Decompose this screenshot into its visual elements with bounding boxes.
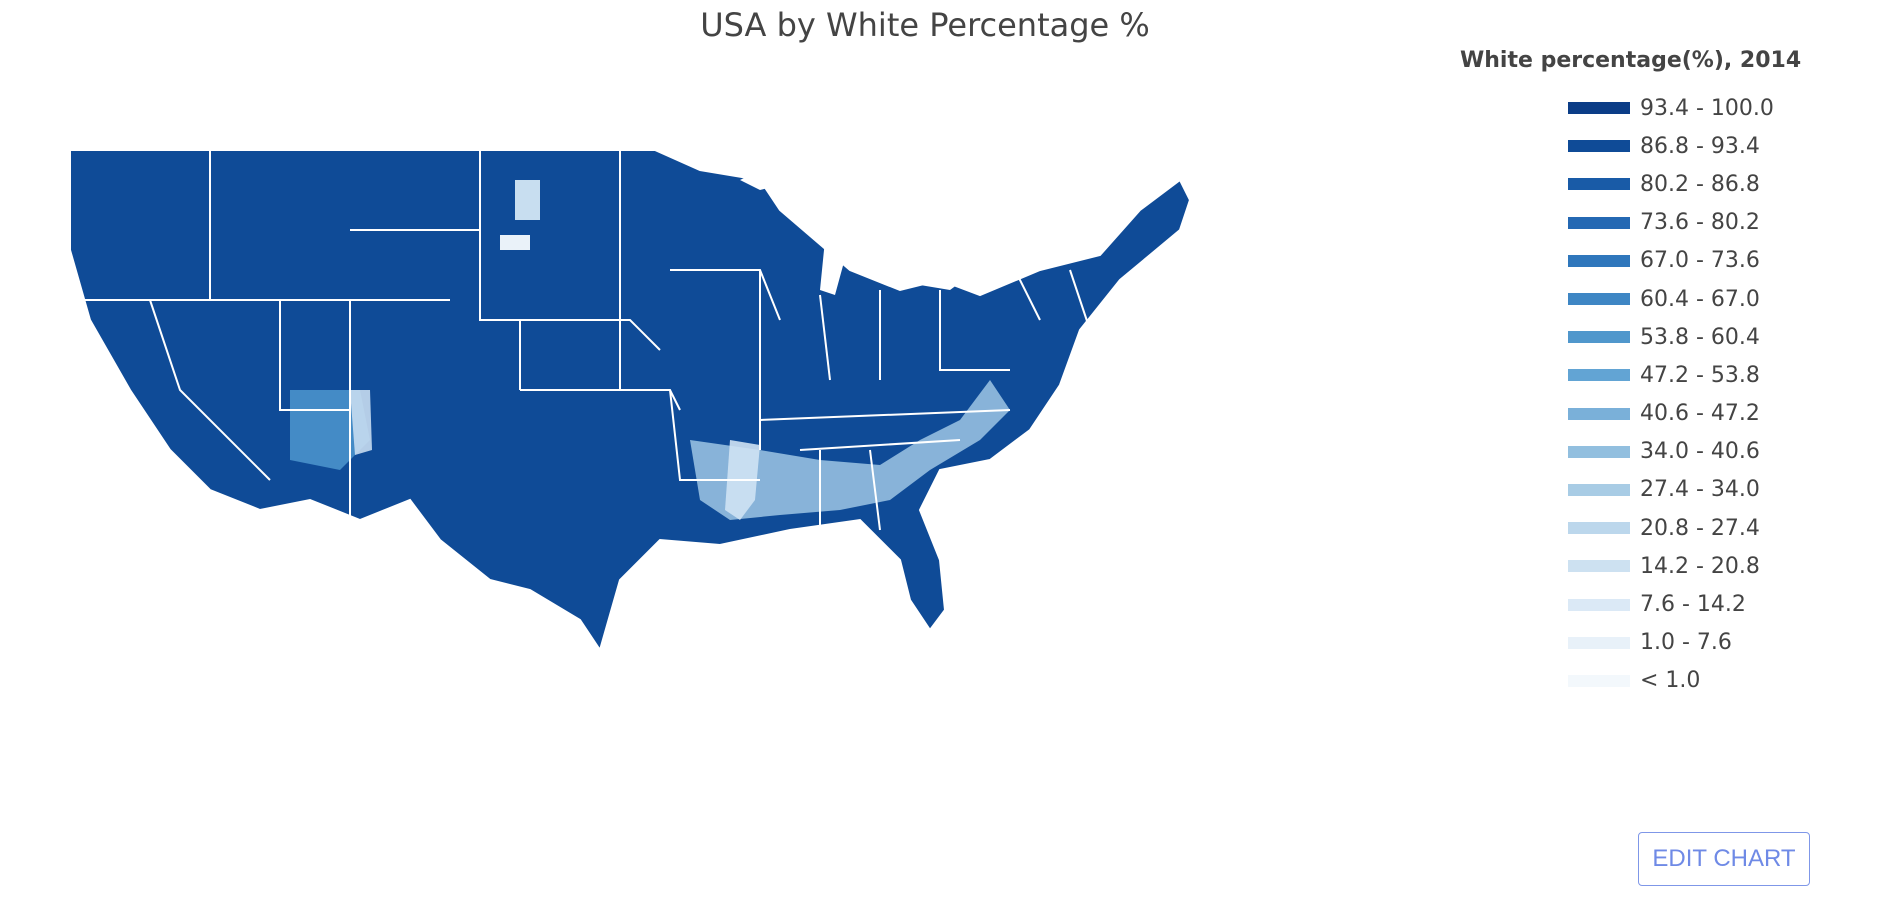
legend-swatch: [1568, 560, 1630, 573]
legend-item[interactable]: 20.8 - 27.4: [1568, 509, 1880, 547]
legend-label: 7.6 - 14.2: [1640, 592, 1746, 618]
us-land[interactable]: [69, 149, 1192, 653]
legend-label: 53.8 - 60.4: [1640, 324, 1760, 350]
southeast-light-region: [690, 380, 1010, 520]
legend-swatch: [1568, 140, 1630, 153]
legend-label: 34.0 - 40.6: [1640, 439, 1760, 465]
legend-item[interactable]: 14.2 - 20.8: [1568, 547, 1880, 585]
legend-item[interactable]: 60.4 - 67.0: [1568, 280, 1880, 318]
legend-swatch: [1568, 522, 1630, 535]
legend-item[interactable]: 86.8 - 93.4: [1568, 127, 1880, 165]
legend-swatch: [1568, 293, 1630, 306]
legend-label: 67.0 - 73.6: [1640, 248, 1760, 274]
legend-label: 86.8 - 93.4: [1640, 133, 1760, 159]
legend-item[interactable]: 47.2 - 53.8: [1568, 356, 1880, 394]
legend-item[interactable]: < 1.0: [1568, 662, 1880, 700]
legend-label: 20.8 - 27.4: [1640, 515, 1760, 541]
new-mexico-light-patch: [350, 390, 372, 455]
edit-chart-button[interactable]: EDIT CHART: [1638, 832, 1810, 886]
us-map-svg[interactable]: [60, 120, 1510, 840]
legend-item[interactable]: 7.6 - 14.2: [1568, 585, 1880, 623]
legend-swatch: [1568, 445, 1630, 458]
legend-label: 40.6 - 47.2: [1640, 401, 1760, 427]
legend-swatch: [1568, 636, 1630, 649]
chart-title: USA by White Percentage %: [700, 6, 1150, 44]
legend-swatch: [1568, 674, 1630, 687]
legend-label: 47.2 - 53.8: [1640, 362, 1760, 388]
legend-item[interactable]: 27.4 - 34.0: [1568, 471, 1880, 509]
legend-label: < 1.0: [1640, 668, 1701, 694]
legend-swatch: [1568, 407, 1630, 420]
legend-swatch: [1568, 254, 1630, 267]
legend-item[interactable]: 80.2 - 86.8: [1568, 165, 1880, 203]
legend-title: White percentage(%), 2014: [1460, 48, 1802, 73]
lake-michigan: [820, 200, 850, 295]
legend-swatch: [1568, 102, 1630, 115]
legend-label: 80.2 - 86.8: [1640, 171, 1760, 197]
legend-swatch: [1568, 178, 1630, 191]
legend-items: 93.4 - 100.0 86.8 - 93.4 80.2 - 86.8 73.6 -…: [1460, 89, 1880, 700]
legend-label: 27.4 - 34.0: [1640, 477, 1760, 503]
lake-superior: [740, 160, 820, 190]
state-borders: [70, 150, 1091, 540]
legend-label: 73.6 - 80.2: [1640, 210, 1760, 236]
legend-item[interactable]: 34.0 - 40.6: [1568, 433, 1880, 471]
dakota-lightest-patch: [500, 235, 530, 250]
legend-swatch: [1568, 598, 1630, 611]
legend-item[interactable]: 40.6 - 47.2: [1568, 395, 1880, 433]
legend-swatch: [1568, 216, 1630, 229]
legend-label: 14.2 - 20.8: [1640, 553, 1760, 579]
lake-erie: [920, 268, 980, 290]
legend-item[interactable]: 93.4 - 100.0: [1568, 89, 1880, 127]
legend-item[interactable]: 1.0 - 7.6: [1568, 624, 1880, 662]
legend-swatch: [1568, 331, 1630, 344]
legend-item[interactable]: 53.8 - 60.4: [1568, 318, 1880, 356]
legend-swatch: [1568, 369, 1630, 382]
dakota-light-patch: [515, 180, 540, 220]
legend: White percentage(%), 2014 93.4 - 100.0 86…: [1460, 48, 1880, 700]
choropleth-map[interactable]: [60, 120, 1510, 840]
legend-label: 93.4 - 100.0: [1640, 95, 1774, 121]
legend-item[interactable]: 73.6 - 80.2: [1568, 204, 1880, 242]
legend-swatch: [1568, 483, 1630, 496]
legend-label: 1.0 - 7.6: [1640, 630, 1732, 656]
legend-label: 60.4 - 67.0: [1640, 286, 1760, 312]
legend-item[interactable]: 67.0 - 73.6: [1568, 242, 1880, 280]
